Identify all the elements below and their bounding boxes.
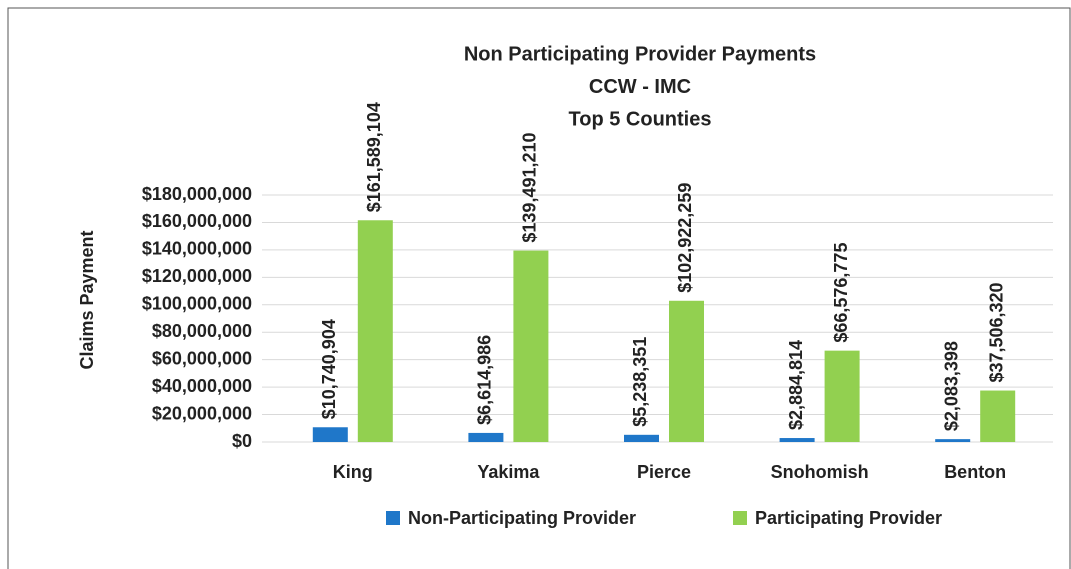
chart-title: CCW - IMC xyxy=(589,76,691,98)
x-tick-label: Benton xyxy=(944,462,1006,482)
y-tick-label: $100,000,000 xyxy=(142,294,252,314)
data-label: $2,083,398 xyxy=(941,341,961,431)
bar xyxy=(312,427,348,442)
bar xyxy=(980,390,1016,442)
bar xyxy=(779,438,815,442)
data-label: $161,589,104 xyxy=(364,102,384,212)
legend-swatch xyxy=(386,511,400,525)
data-label: $10,740,904 xyxy=(319,319,339,419)
data-label: $66,576,775 xyxy=(831,243,851,343)
data-label: $102,922,259 xyxy=(675,183,695,293)
y-tick-label: $120,000,000 xyxy=(142,266,252,286)
bar xyxy=(357,220,393,442)
chart-title: Non Participating Provider Payments xyxy=(464,43,816,65)
bar xyxy=(824,350,860,442)
bar xyxy=(935,439,971,442)
y-tick-label: $80,000,000 xyxy=(152,321,252,341)
x-tick-label: Snohomish xyxy=(771,462,869,482)
data-label: $2,884,814 xyxy=(786,340,806,430)
data-label: $6,614,986 xyxy=(475,335,495,425)
bar xyxy=(468,432,504,442)
chart-title: Top 5 Counties xyxy=(569,108,712,130)
y-tick-label: $0 xyxy=(232,431,252,451)
y-tick-label: $40,000,000 xyxy=(152,376,252,396)
bar xyxy=(624,434,659,442)
y-tick-label: $180,000,000 xyxy=(142,184,252,204)
chart-frame xyxy=(7,7,1071,569)
data-label: $5,238,351 xyxy=(630,337,650,427)
bar xyxy=(513,250,549,442)
data-label: $139,491,210 xyxy=(520,132,540,242)
y-tick-label: $140,000,000 xyxy=(142,239,252,259)
x-tick-label: Yakima xyxy=(477,462,540,482)
x-tick-label: Pierce xyxy=(637,462,691,482)
legend-label: Non-Participating Provider xyxy=(408,508,636,528)
y-tick-label: $60,000,000 xyxy=(152,348,252,368)
x-tick-label: King xyxy=(333,462,373,482)
y-tick-label: $20,000,000 xyxy=(152,403,252,423)
legend-label: Participating Provider xyxy=(755,508,942,528)
bar xyxy=(669,300,704,442)
data-label: $37,506,320 xyxy=(986,282,1006,382)
y-axis-label: Claims Payment xyxy=(77,230,97,369)
y-tick-label: $160,000,000 xyxy=(142,211,252,231)
legend-swatch xyxy=(733,511,747,525)
